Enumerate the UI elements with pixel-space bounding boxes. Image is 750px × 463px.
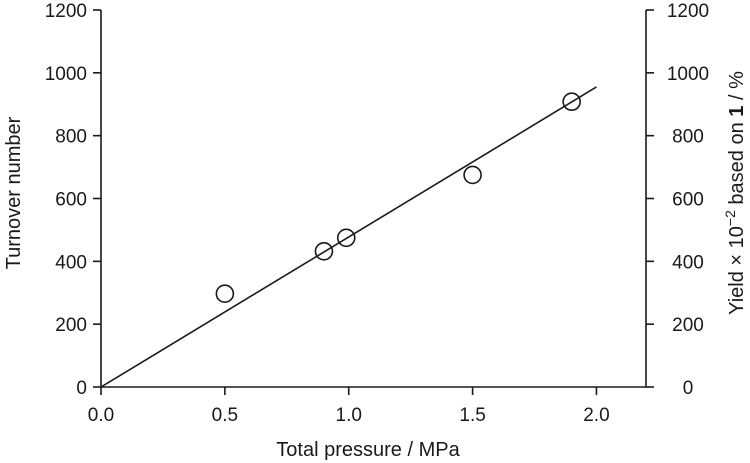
- y-axis-title: Turnover number: [3, 116, 25, 269]
- data-point: [336, 228, 356, 248]
- y2-axis-title: Yield × 10−2 based on 1 / %: [722, 71, 748, 315]
- y-tick-label: 1200: [45, 1, 87, 22]
- y-tick-label: 400: [55, 252, 87, 273]
- y-tick-label: 0: [76, 378, 87, 399]
- x-tick-label: 0.0: [88, 405, 114, 426]
- y2-tick-label: 800: [672, 127, 704, 148]
- y2-tick-label: 1200: [667, 1, 709, 22]
- fit-line-group: [100, 86, 597, 388]
- ticks: 0 200 400 600 800 1000 1200 0 200 400 600 800 1000 12…: [45, 1, 709, 426]
- data-point: [215, 284, 235, 303]
- y2-tick-label: 200: [672, 315, 704, 336]
- y2-tick-label: 400: [672, 252, 704, 273]
- x-tick-label: 2.0: [583, 405, 609, 426]
- data-point: [562, 92, 581, 112]
- fit-line: [100, 86, 597, 388]
- y-tick-label: 800: [55, 127, 87, 148]
- data-point: [463, 165, 482, 185]
- data-point: [314, 241, 334, 261]
- y2-title-superscript: −2: [722, 210, 738, 226]
- y-tick-label: 200: [55, 315, 87, 336]
- y2-tick-label: 1000: [667, 64, 709, 85]
- y-tick-label: 600: [55, 190, 87, 211]
- y2-title-middle: based on: [726, 117, 748, 210]
- y2-tick-label: 600: [672, 190, 704, 211]
- x-tick-label: 0.5: [212, 405, 238, 426]
- data-points: [215, 92, 581, 303]
- x-axis-title: Total pressure / MPa: [276, 439, 460, 461]
- y-tick-label: 1000: [45, 64, 87, 85]
- x-tick-label: 1.5: [459, 405, 485, 426]
- y2-tick-label: 0: [683, 378, 694, 399]
- axes: [100, 10, 647, 388]
- y2-title-suffix: / %: [726, 71, 748, 106]
- y2-title-prefix: Yield × 10: [726, 226, 748, 315]
- y2-title-bold: 1: [726, 106, 748, 117]
- x-tick-label: 1.0: [336, 405, 362, 426]
